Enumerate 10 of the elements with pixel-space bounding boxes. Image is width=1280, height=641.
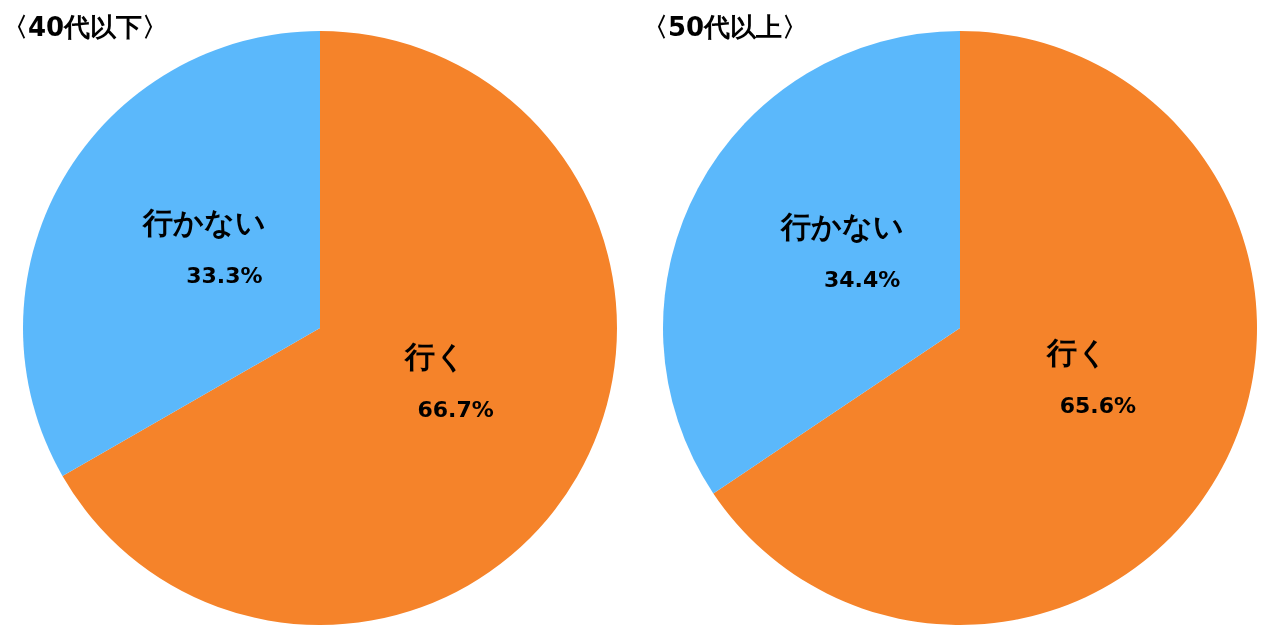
data-label: 33.3% — [186, 263, 263, 289]
slice-label: 行かない — [141, 205, 266, 241]
data-label: 34.4% — [823, 267, 901, 293]
chart-title: 〈50代以上〉 — [642, 12, 809, 42]
slice-label: 行く — [1046, 334, 1109, 370]
slice-label: 行く — [404, 338, 467, 374]
data-label: 66.7% — [417, 396, 494, 422]
slice-label: 行かない — [779, 209, 904, 245]
data-label: 65.6% — [1059, 392, 1137, 418]
chart-title: 〈40代以下〉 — [2, 12, 169, 42]
